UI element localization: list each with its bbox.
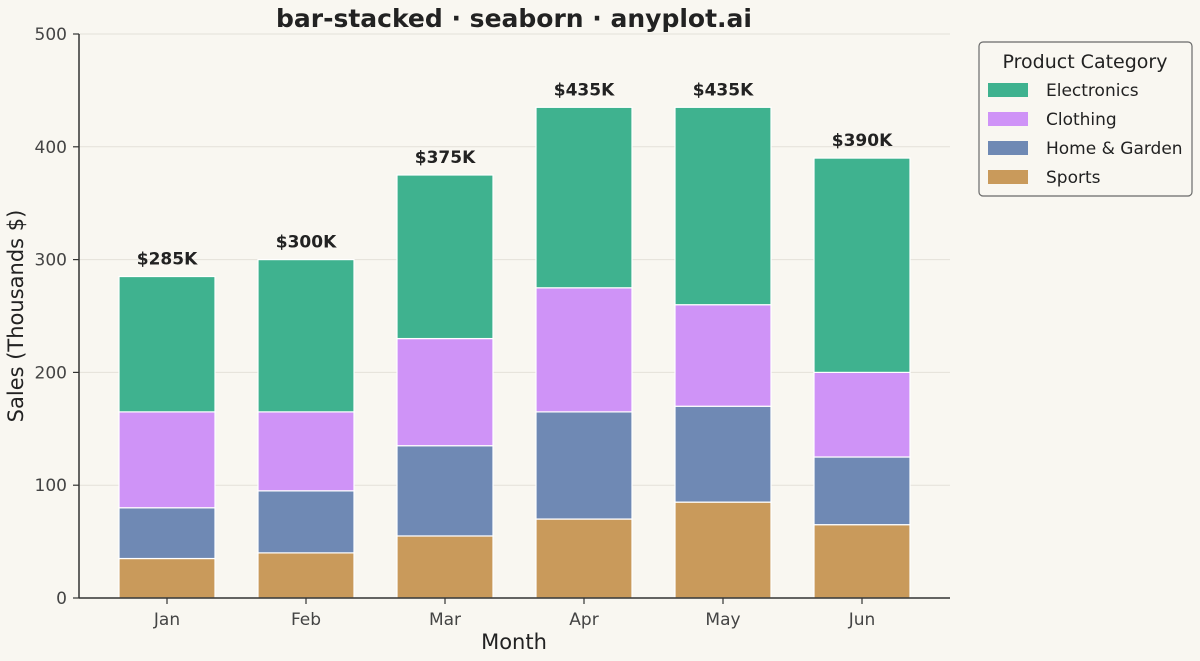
bar-segment-clothing-mar (396, 337, 494, 447)
x-tick-label-feb: Feb (291, 610, 321, 630)
total-label-mar: $375K (415, 148, 476, 168)
legend-swatch-sports (988, 170, 1028, 184)
bar-segment-sports-mar (396, 535, 494, 599)
total-label-jan: $285K (137, 250, 198, 270)
y-tick-label: 500 (35, 25, 67, 45)
bar-segment-home-garden-may (674, 405, 772, 503)
total-labels: $285K $300K $375K $435K $435K $390K (137, 80, 893, 269)
x-tick-label-mar: Mar (429, 610, 461, 630)
bar-segment-home-garden-jan (118, 507, 216, 560)
bars (118, 106, 911, 599)
legend-title: Product Category (1003, 51, 1168, 73)
bar-segment-clothing-jun (813, 371, 911, 458)
total-label-apr: $435K (554, 80, 615, 100)
bar-segment-clothing-may (674, 304, 772, 407)
y-tick-label: 200 (35, 363, 67, 383)
x-tick-label-apr: Apr (569, 610, 598, 630)
y-tick-label: 0 (56, 589, 67, 609)
legend-label-electronics: Electronics (1046, 81, 1139, 101)
total-label-feb: $300K (276, 233, 337, 253)
bar-segment-home-garden-jun (813, 456, 911, 526)
bar-segment-sports-feb (257, 552, 355, 599)
chart-title: bar-stacked · seaborn · anyplot.ai (276, 4, 752, 33)
bar-segment-electronics-jun (813, 157, 911, 374)
x-axis-title: Month (481, 630, 547, 654)
bar-segment-electronics-apr (535, 106, 633, 289)
axes: 0 100 200 300 400 500 Jan Feb Mar Apr May Jun (35, 25, 950, 630)
bar-segment-electronics-may (674, 106, 772, 306)
y-tick-label: 100 (35, 476, 67, 496)
legend-swatch-clothing (988, 112, 1028, 126)
bar-segment-electronics-mar (396, 174, 494, 340)
x-tick-label-jun: Jun (848, 610, 876, 630)
legend-label-clothing: Clothing (1046, 110, 1117, 130)
bar-segment-sports-may (674, 501, 772, 599)
total-label-jun: $390K (832, 131, 893, 151)
legend-swatch-home-garden (988, 141, 1028, 155)
legend-frame (978, 41, 1193, 197)
bar-segment-clothing-feb (257, 411, 355, 492)
bar-segment-sports-apr (535, 518, 633, 599)
y-tick-label: 400 (35, 138, 67, 158)
bar-segment-electronics-feb (257, 259, 355, 413)
bar-segment-sports-jan (118, 557, 216, 599)
total-label-may: $435K (693, 80, 754, 100)
legend-label-sports: Sports (1046, 168, 1101, 188)
x-tick-label-jan: Jan (153, 610, 180, 630)
x-tick-label-may: May (705, 610, 740, 630)
bar-segment-home-garden-mar (396, 445, 494, 537)
legend-items: Electronics Clothing Home & Garden Sports (988, 81, 1183, 188)
y-axis-title: Sales (Thousands $) (4, 210, 28, 423)
bar-segment-clothing-jan (118, 411, 216, 509)
y-tick-label: 300 (35, 251, 67, 271)
legend-swatch-electronics (988, 83, 1028, 97)
legend-label-home-garden: Home & Garden (1046, 139, 1183, 159)
bar-segment-sports-jun (813, 524, 911, 599)
bar-segment-home-garden-feb (257, 490, 355, 554)
bar-segment-clothing-apr (535, 287, 633, 413)
legend: Product Category Electronics Clothing Home… (978, 41, 1193, 197)
bar-segment-electronics-jan (118, 275, 216, 413)
bar-segment-home-garden-apr (535, 411, 633, 520)
